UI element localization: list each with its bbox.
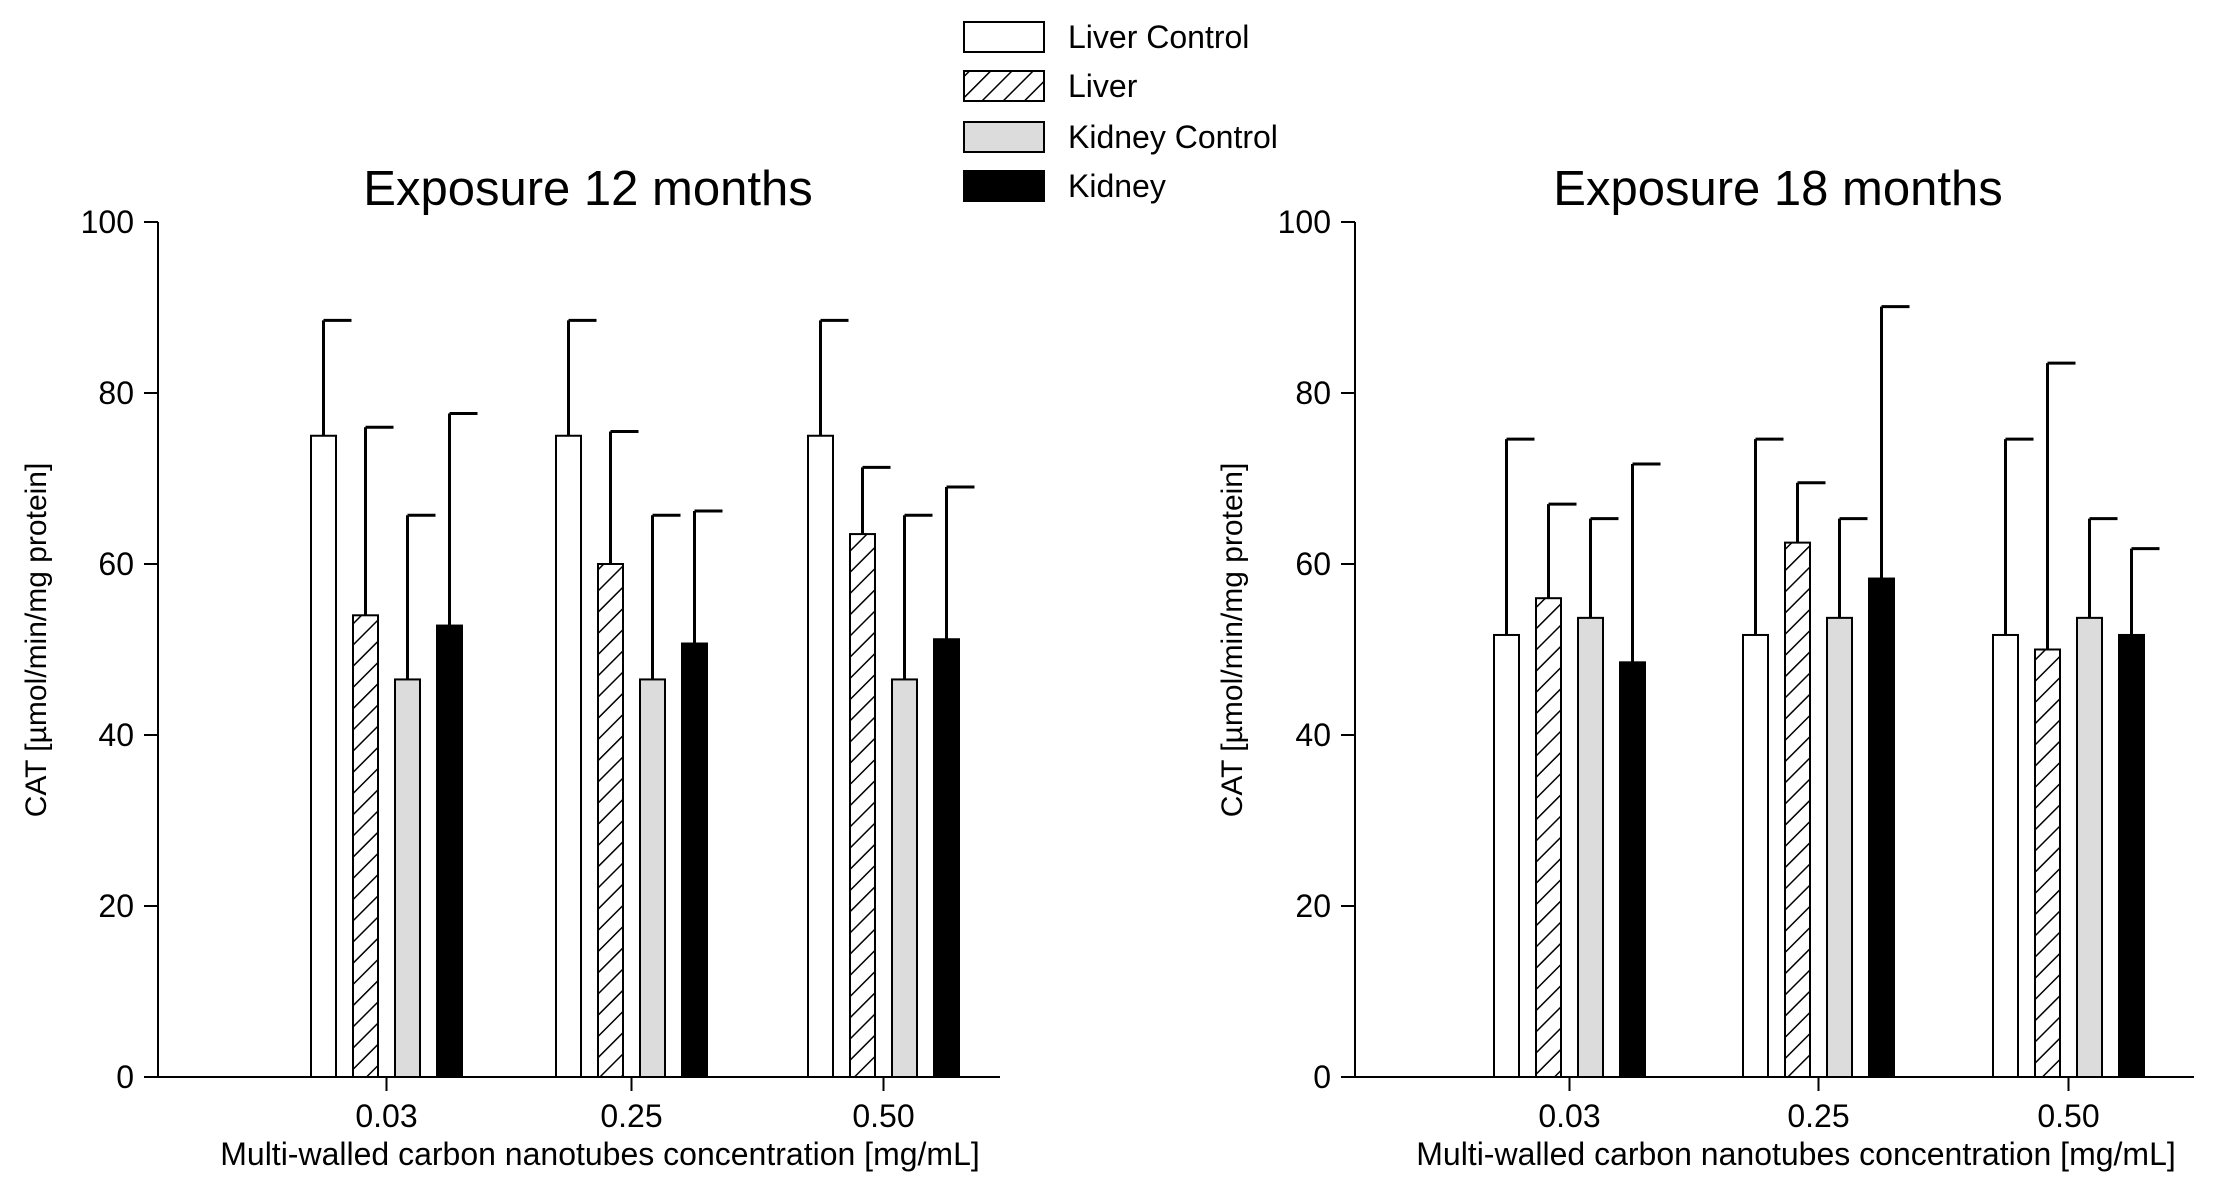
bar-liver-control (807, 434, 834, 1078)
x-tick-label: 0.50 (852, 1098, 914, 1134)
y-axis-label: CAT [µmol/min/mg protein] (20, 463, 53, 818)
bar-kidney-control (891, 678, 918, 1078)
x-tick-label: 0.03 (355, 1098, 417, 1134)
legend-entry: Liver Control (963, 19, 1249, 55)
bar-liver (1535, 597, 1562, 1078)
bar-kidney-control (2076, 616, 2103, 1078)
legend-swatch-kidney (963, 170, 1045, 202)
bar-kidney (2118, 633, 2145, 1079)
bar-kidney (1868, 577, 1895, 1078)
legend-label: Kidney Control (1068, 119, 1278, 155)
bar-kidney (1619, 661, 1646, 1078)
bar-kidney-control (1577, 616, 1604, 1078)
chart-title: Exposure 18 months (1553, 162, 2002, 216)
plot-area: 0 20 40 60 80 100 0.03 0.25 0.50 (1278, 204, 2194, 1134)
legend-swatch-kidney-control (963, 121, 1045, 153)
y-tick-label: 20 (98, 888, 134, 924)
x-tick-label: 0.50 (2037, 1098, 2099, 1134)
x-tick-label: 0.03 (1538, 1098, 1600, 1134)
bar-kidney (933, 638, 960, 1078)
bar-liver-control (1992, 633, 2019, 1079)
chart-exposure-18: Exposure 18 months CAT [µmol/min/mg prot… (1216, 162, 2194, 1172)
y-tick-label: 0 (1313, 1059, 1331, 1095)
bar-liver (597, 563, 624, 1078)
bar-liver (2034, 648, 2061, 1078)
y-tick-label: 20 (1295, 888, 1331, 924)
y-tick-label: 60 (98, 546, 134, 582)
bar-kidney-control (394, 678, 421, 1078)
y-tick-label: 40 (98, 717, 134, 753)
x-axis-label: Multi-walled carbon nanotubes concentrat… (1416, 1136, 2176, 1172)
bar-kidney-control (1826, 616, 1853, 1078)
legend-entry: Kidney Control (963, 119, 1278, 155)
legend-swatch-liver-control (963, 21, 1045, 53)
y-tick-label: 80 (1295, 375, 1331, 411)
bar-liver-control (310, 434, 337, 1078)
y-tick-label: 100 (1278, 204, 1331, 240)
y-tick-label: 0 (116, 1059, 134, 1095)
x-tick-label: 0.25 (1787, 1098, 1849, 1134)
y-tick-label: 100 (81, 204, 134, 240)
bar-liver-control (1742, 633, 1769, 1079)
bar-kidney (436, 624, 463, 1078)
x-axis-label: Multi-walled carbon nanotubes concentrat… (220, 1136, 980, 1172)
legend-entry: Kidney (963, 168, 1166, 204)
chart-title: Exposure 12 months (363, 162, 812, 216)
bar-liver (352, 614, 379, 1078)
legend-swatch-liver (963, 70, 1045, 102)
legend-entry: Liver (963, 68, 1138, 104)
legend-label: Liver Control (1068, 19, 1249, 55)
x-tick-label: 0.25 (600, 1098, 662, 1134)
bar-liver (1784, 541, 1811, 1078)
legend-label: Kidney (1068, 168, 1166, 204)
legend: Liver Control Liver Kidney Control Kidne… (963, 19, 1278, 204)
bar-kidney (681, 642, 708, 1078)
legend-label: Liver (1068, 68, 1138, 104)
y-tick-label: 80 (98, 375, 134, 411)
plot-area: 0 20 40 60 80 100 0.03 0.25 0.50 (81, 204, 1000, 1134)
y-tick-label: 60 (1295, 546, 1331, 582)
y-axis-label: CAT [µmol/min/mg protein] (1216, 463, 1249, 818)
bar-kidney-control (639, 678, 666, 1078)
bar-liver-control (555, 434, 582, 1078)
chart-exposure-12: Exposure 12 months CAT [µmol/min/mg prot… (20, 162, 1000, 1172)
bar-liver (849, 533, 876, 1078)
bar-liver-control (1493, 633, 1520, 1079)
y-tick-label: 40 (1295, 717, 1331, 753)
